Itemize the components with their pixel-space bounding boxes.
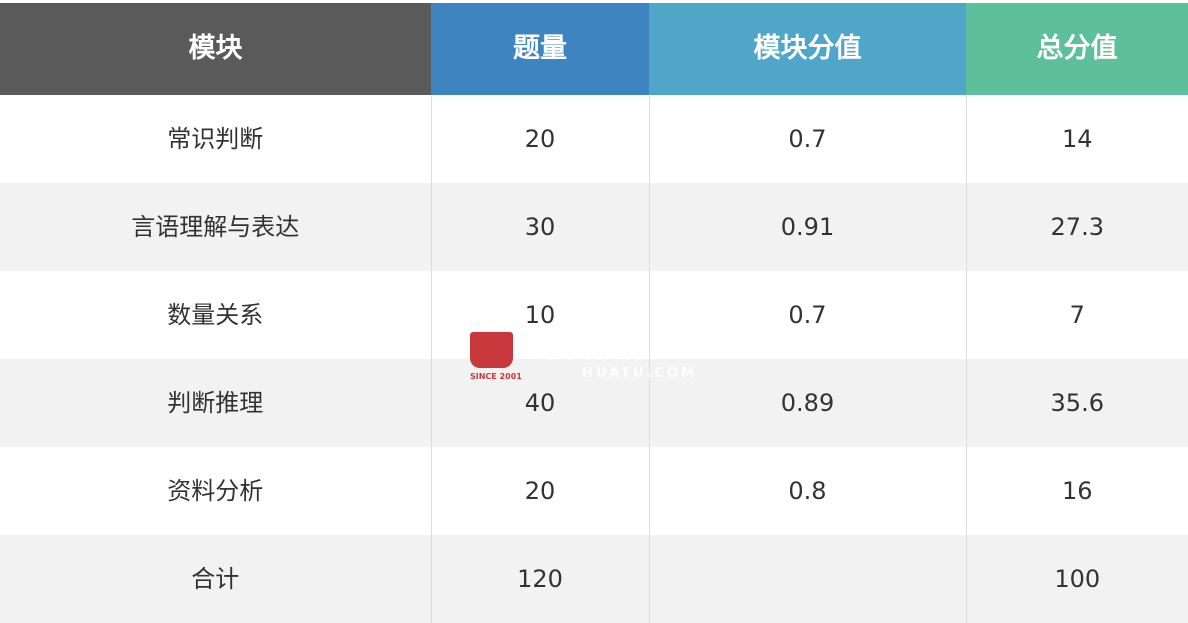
cell-module-score: 0.91 bbox=[648, 183, 966, 271]
cell-total: 27.3 bbox=[965, 183, 1188, 271]
cell-module-score: 0.89 bbox=[648, 359, 966, 447]
table-row: 言语理解与表达 30 0.91 27.3 bbox=[0, 183, 1188, 271]
cell-module-score: 0.7 bbox=[648, 95, 966, 183]
cell-count: 40 bbox=[430, 359, 649, 447]
header-total: 总分值 bbox=[966, 3, 1188, 95]
cell-module: 判断推理 bbox=[0, 359, 431, 447]
cell-module-score: 0.7 bbox=[648, 271, 966, 359]
cell-total: 100 bbox=[965, 535, 1188, 623]
cell-total: 14 bbox=[965, 95, 1188, 183]
cell-module-score: 0.8 bbox=[648, 447, 966, 535]
cell-module: 合计 bbox=[0, 535, 431, 623]
cell-count: 30 bbox=[430, 183, 649, 271]
header-module-score: 模块分值 bbox=[649, 3, 966, 95]
score-table: 模块 题量 模块分值 总分值 常识判断 20 0.7 14 言语理解与表达 30 0.91 2… bbox=[0, 3, 1188, 623]
cell-module: 常识判断 bbox=[167, 125, 264, 153]
cell-total: 35.6 bbox=[965, 359, 1188, 447]
table-row: 数量关系 10 0.7 7 bbox=[0, 271, 1188, 359]
table-row: 常识判断 20 0.7 14 bbox=[0, 95, 1188, 183]
cell-count: 10 bbox=[430, 271, 649, 359]
table-row: 资料分析 20 0.8 16 bbox=[0, 447, 1188, 535]
cell-module-score bbox=[648, 535, 966, 623]
header-row: 模块 题量 模块分值 总分值 bbox=[0, 3, 1188, 95]
cell-count: 20 bbox=[430, 95, 649, 183]
cell-count: 20 bbox=[430, 447, 649, 535]
cell-module: 数量关系 bbox=[167, 301, 264, 329]
table-row: 判断推理 40 0.89 35.6 bbox=[0, 359, 1188, 447]
cell-module: 资料分析 bbox=[167, 477, 264, 505]
cell-count: 120 bbox=[430, 535, 649, 623]
cell-total: 16 bbox=[965, 447, 1188, 535]
cell-total: 7 bbox=[965, 271, 1188, 359]
table-row: 合计 120 100 bbox=[0, 535, 1188, 623]
header-count: 题量 bbox=[431, 3, 649, 95]
header-module: 模块 bbox=[0, 3, 431, 95]
cell-module: 言语理解与表达 bbox=[0, 183, 431, 271]
